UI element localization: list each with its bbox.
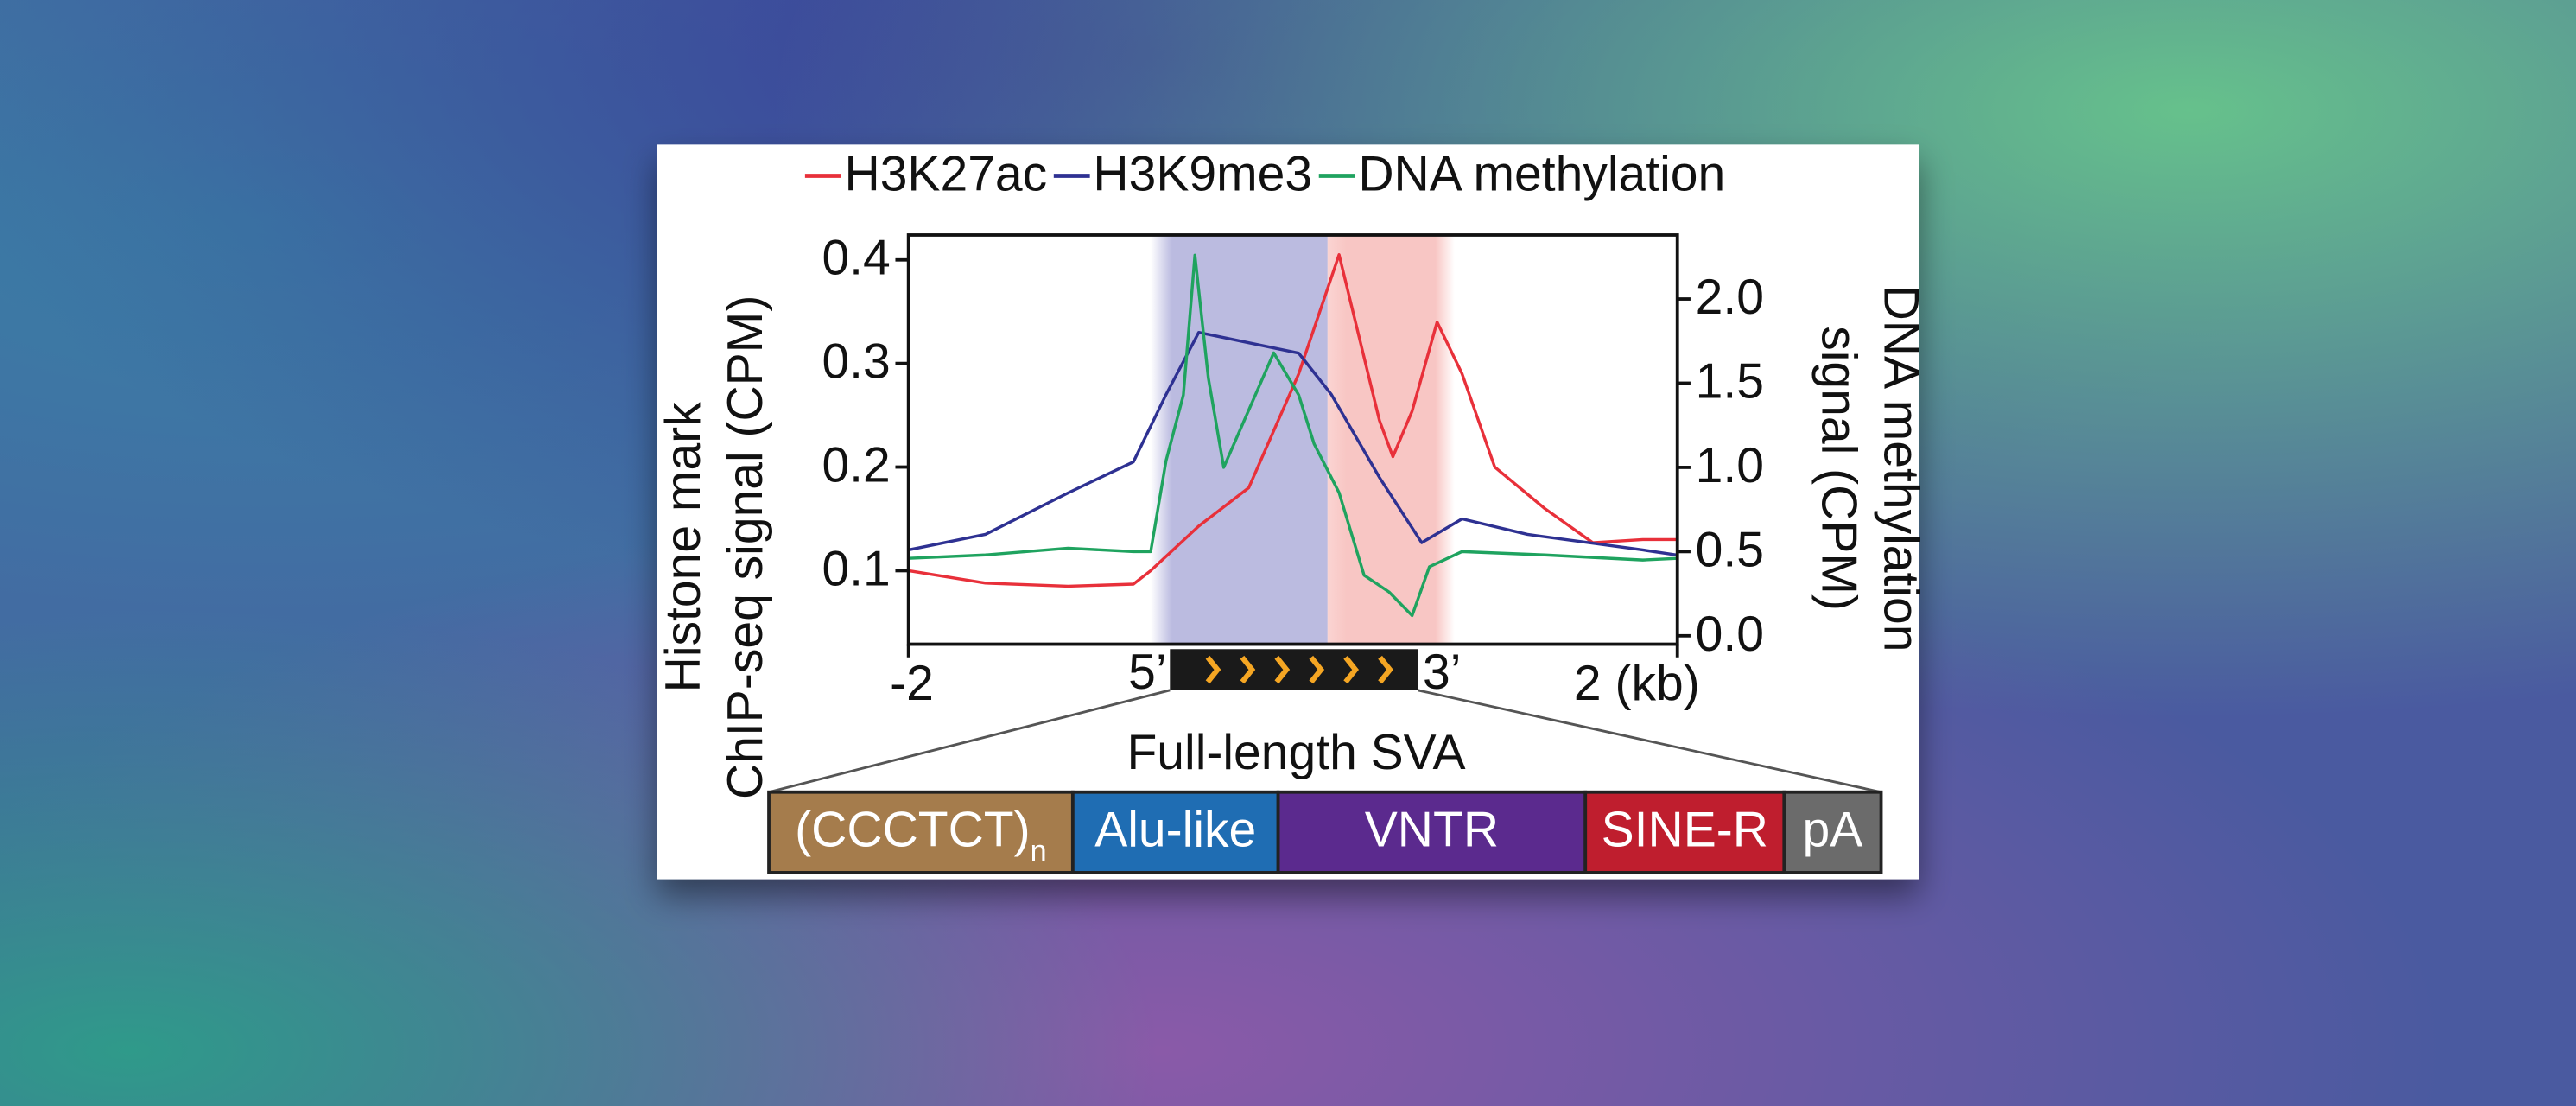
x-tick-label: -2: [890, 656, 934, 711]
domain-label-text: SINE-R: [1602, 802, 1768, 857]
domain-label-text: VNTR: [1365, 802, 1499, 857]
series-line: [908, 253, 1678, 588]
y2-axis-title: DNA methylationsignal (CPM): [1811, 285, 1928, 652]
y-tick-label: 0.1: [822, 541, 890, 596]
y2-tick-label: 0.0: [1696, 607, 1764, 662]
y2-tick-label: 0.5: [1696, 522, 1764, 577]
y2-tick-label: 1.0: [1696, 438, 1764, 493]
shaded-region: [1151, 234, 1328, 645]
sva-element: [1170, 649, 1418, 690]
chevron: [1274, 655, 1291, 684]
legend-label: DNA methylation: [1358, 146, 1725, 201]
domain-box: [1276, 790, 1588, 874]
y2-tick-label: 2.0: [1696, 270, 1764, 325]
domain-box: [1070, 790, 1280, 874]
y-tick-label: 0.3: [822, 334, 890, 390]
y-axis-title-line: ChIP-seq signal (CPM): [718, 296, 773, 799]
y2-tick-label: 1.5: [1696, 353, 1764, 409]
y-axis-title: Histone mark ChIP-seq signal (CPM): [656, 296, 773, 799]
plot-frame: [906, 233, 1679, 646]
domain-label: pA: [1803, 802, 1863, 857]
domain-label-text: pA: [1803, 802, 1863, 857]
y-axis-title-line: Histone mark: [656, 402, 711, 693]
domain-label: VNTR: [1365, 802, 1499, 857]
y-tick-label: 0.4: [822, 231, 890, 286]
shaded-region: [1327, 234, 1455, 645]
domain-box: [1583, 790, 1786, 874]
chevron: [1378, 655, 1393, 684]
domain-label-text: (CCCTCT): [795, 802, 1030, 857]
chevron: [1205, 655, 1221, 684]
domain-label-text: Alu-like: [1094, 802, 1256, 857]
domain-box: [1782, 790, 1883, 874]
legend-label: H3K27ac: [845, 146, 1048, 201]
element-3-label: 3’: [1423, 645, 1461, 700]
y2-axis-title-line: DNA methylation: [1873, 285, 1928, 652]
legend-label: H3K9me3: [1093, 146, 1312, 201]
element-5-label: 5’: [1128, 645, 1166, 700]
chevron: [1309, 655, 1325, 684]
domain-label-subscript: n: [1031, 835, 1047, 868]
series-line: [908, 253, 1678, 618]
x-tick-label: 2 (kb): [1574, 656, 1700, 711]
domain-label: SINE-R: [1602, 802, 1768, 857]
chevron: [1240, 655, 1256, 684]
y-tick-label: 0.2: [822, 438, 890, 493]
series-line: [908, 330, 1678, 557]
figure: 0.1 0.2 0.3 0.4 0.0 0.5 1.0 1.5 2.0 -2 2 (kb) Histo…: [656, 146, 1928, 874]
zoom-line: [768, 689, 1171, 794]
domain-box: [767, 790, 1075, 874]
zoom-line: [1418, 689, 1881, 794]
domain-label: (CCCTCT)n: [795, 802, 1047, 868]
element-title: Full-length SVA: [1126, 725, 1465, 780]
y2-axis-title-line: signal (CPM): [1811, 326, 1866, 611]
domain-label: Alu-like: [1094, 802, 1256, 857]
chevron: [1343, 655, 1359, 684]
